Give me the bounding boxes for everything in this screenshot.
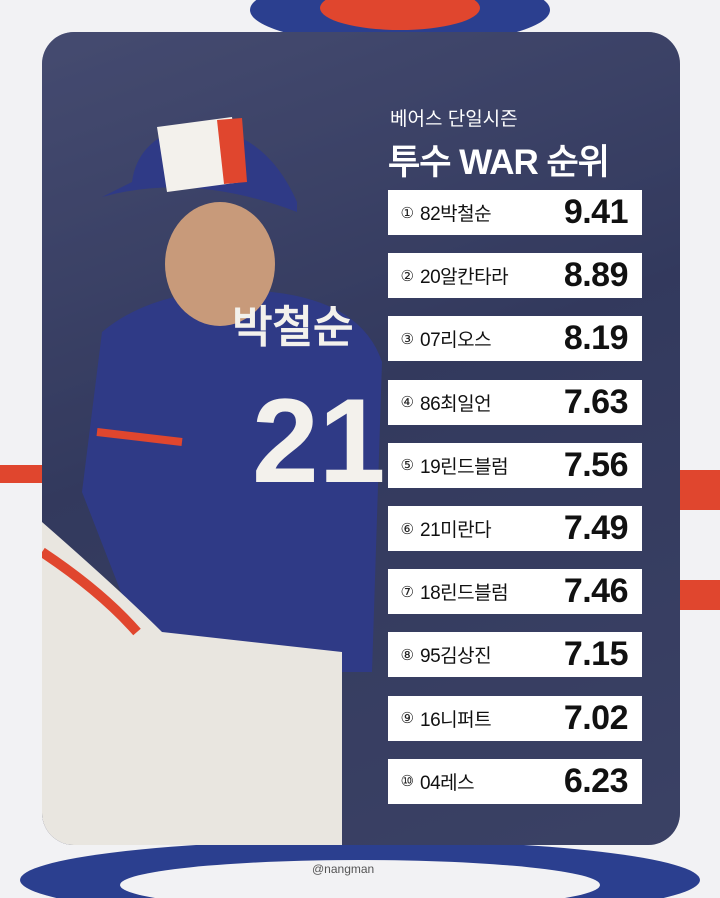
ranking-row: ③ 07리오스 8.19 <box>388 316 642 362</box>
player-name: 86최일언 <box>420 393 492 415</box>
war-value: 8.19 <box>563 319 629 358</box>
war-value: 7.02 <box>563 698 629 737</box>
rank: ⑧ <box>400 646 414 664</box>
ranking-row: ② 20알칸타라 8.89 <box>388 253 642 299</box>
rank: ⑥ <box>400 520 414 538</box>
ranking-row: ⑧ 95김상진 7.15 <box>388 632 642 678</box>
player-name: 07리오스 <box>420 330 492 352</box>
war-value: 8.89 <box>563 256 629 295</box>
player-name: 04레스 <box>420 772 475 794</box>
ranking-row: ⑥ 21미란다 7.49 <box>388 506 642 551</box>
rank: ④ <box>400 394 414 412</box>
svg-text:21: 21 <box>252 374 385 508</box>
title: 투수 WAR 순위 <box>388 143 610 182</box>
rank: ① <box>400 204 414 222</box>
player-name: 82박철순 <box>420 204 492 225</box>
player-name: 16니퍼트 <box>420 709 492 731</box>
ranking-row: ⑦ 18린드블럼 7.46 <box>388 569 642 615</box>
ranking-row: ⑨ 16니퍼트 7.02 <box>388 695 642 741</box>
rank: ⑨ <box>400 710 414 728</box>
rank: ② <box>400 267 414 285</box>
ranking-row: ⑩ 04레스 6.23 <box>388 758 642 804</box>
rank: ③ <box>400 330 414 348</box>
subtitle: 베어스 단일시즌 <box>390 109 518 130</box>
war-value: 7.15 <box>563 635 629 674</box>
war-value: 7.49 <box>563 509 629 547</box>
player-name: 20알칸타라 <box>420 267 509 289</box>
rank: ⑤ <box>400 457 414 475</box>
player-name: 21미란다 <box>420 520 492 541</box>
war-value: 9.41 <box>563 193 629 231</box>
war-value: 7.63 <box>563 382 629 421</box>
rank: ⑩ <box>400 773 414 791</box>
rank: ⑦ <box>400 583 414 601</box>
ranking-row: ④ 86최일언 7.63 <box>388 379 642 425</box>
player-name: 19린드블럼 <box>420 456 509 478</box>
player-name: 18린드블럼 <box>420 583 509 605</box>
svg-text:박철순: 박철순 <box>232 303 353 352</box>
player-name: 95김상진 <box>420 646 492 668</box>
war-value: 6.23 <box>563 761 629 800</box>
war-value: 7.56 <box>563 445 629 484</box>
watermark: @nangman <box>312 862 375 876</box>
ranking-row: ⑤ 19린드블럼 7.56 <box>388 442 642 488</box>
ranking-row: ① 82박철순 9.41 <box>388 190 642 235</box>
war-value: 7.46 <box>563 572 629 611</box>
